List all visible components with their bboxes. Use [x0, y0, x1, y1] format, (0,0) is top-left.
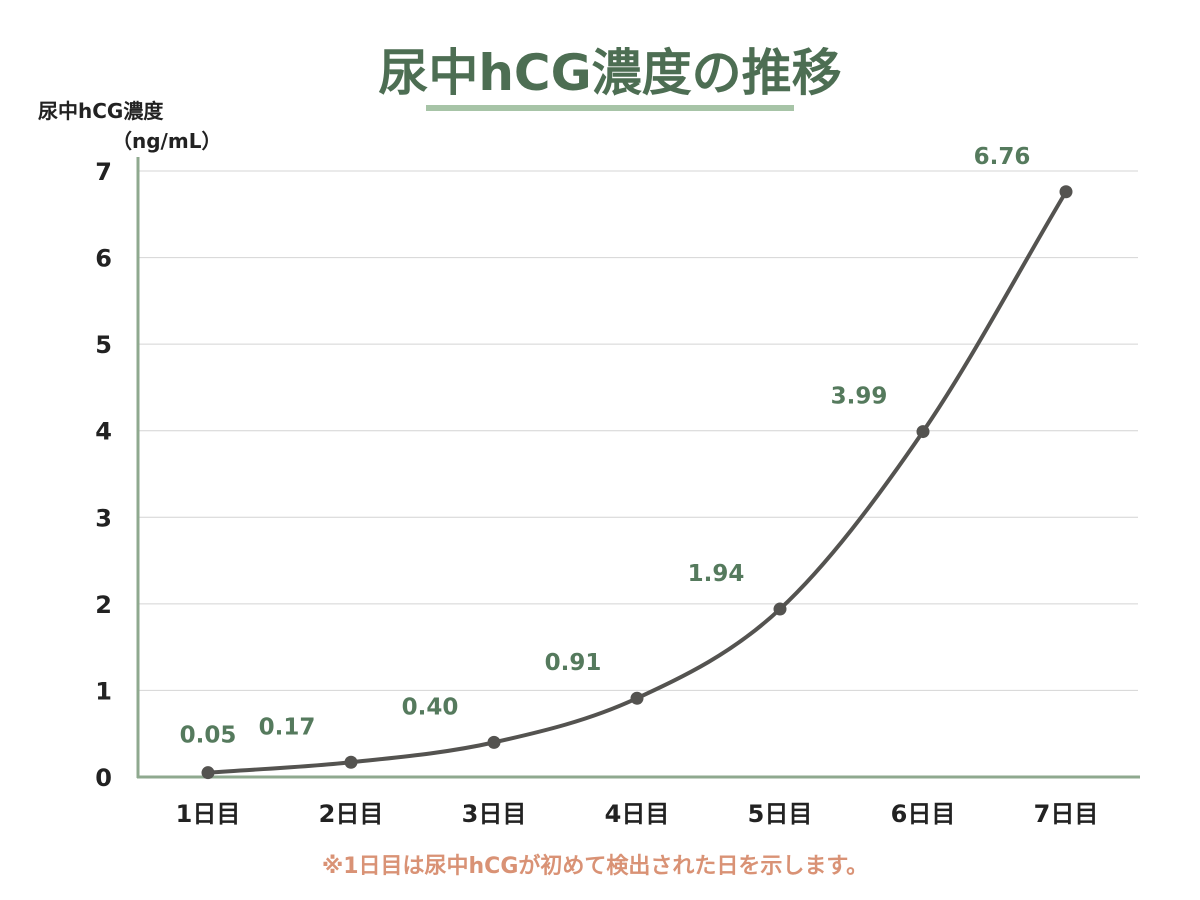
data-point	[344, 755, 358, 769]
data-label: 0.91	[545, 650, 602, 676]
footnote: ※1日目は尿中hCGが初めて検出された日を示します。	[322, 853, 868, 879]
y-axis-label: 尿中hCG濃度	[38, 99, 164, 123]
data-point	[630, 691, 644, 705]
data-point	[916, 425, 930, 439]
y-tick-label: 2	[95, 591, 112, 619]
y-tick-label: 6	[95, 245, 112, 273]
x-tick-label: 6日目	[891, 800, 956, 828]
data-labels: 0.05 0.17 0.40 0.91 1.94 3.99 6.76	[180, 144, 1031, 749]
data-point	[1059, 185, 1073, 199]
x-axis-ticks: 1日目 2日目 3日目 4日目 5日目 6日目 7日目	[176, 800, 1099, 828]
gridlines	[138, 170, 1138, 691]
x-tick-label: 3日目	[462, 800, 527, 828]
data-label: 0.17	[259, 714, 316, 740]
data-point	[201, 766, 215, 780]
y-tick-label: 7	[95, 158, 112, 186]
x-tick-label: 1日目	[176, 800, 241, 828]
y-tick-label: 4	[95, 418, 112, 446]
chart-title: 尿中hCG濃度の推移	[378, 44, 841, 102]
y-tick-label: 1	[95, 677, 112, 705]
data-label: 0.40	[402, 694, 459, 720]
x-tick-label: 2日目	[319, 800, 384, 828]
x-tick-label: 5日目	[748, 800, 813, 828]
x-tick-label: 7日目	[1034, 800, 1099, 828]
title-underline	[426, 105, 794, 111]
series-line	[206, 189, 1068, 775]
data-point	[773, 602, 787, 616]
y-tick-label: 0	[95, 764, 112, 792]
y-axis-unit-label: （ng/mL）	[112, 129, 221, 153]
x-tick-label: 4日目	[605, 800, 670, 828]
y-axis-ticks: 0 1 2 3 4 5 6 7	[95, 158, 112, 792]
data-label: 1.94	[688, 561, 745, 587]
data-label: 3.99	[831, 384, 888, 410]
data-label: 0.05	[180, 723, 237, 749]
axes	[136, 157, 1140, 779]
data-points	[201, 185, 1073, 780]
data-label: 6.76	[974, 144, 1031, 170]
data-point	[487, 735, 501, 749]
y-tick-label: 3	[95, 504, 112, 532]
y-tick-label: 5	[95, 331, 112, 359]
